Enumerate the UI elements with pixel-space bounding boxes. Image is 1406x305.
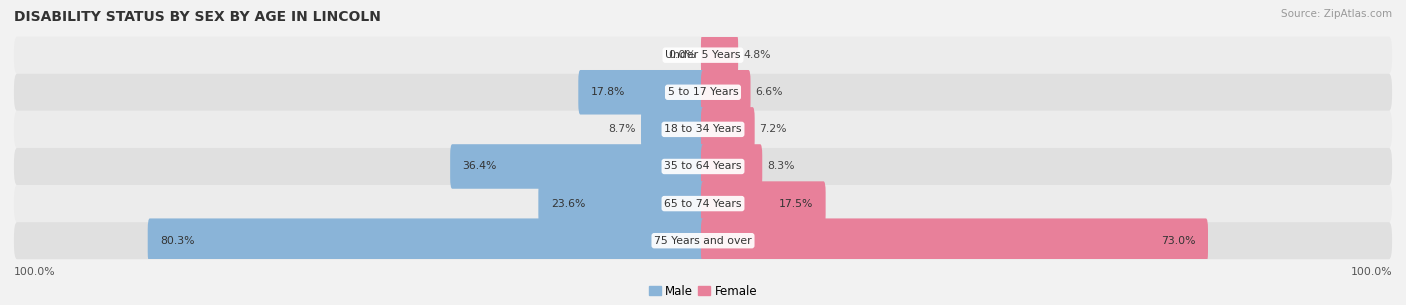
Text: 73.0%: 73.0% [1161,236,1195,246]
FancyBboxPatch shape [14,185,1392,222]
Text: 36.4%: 36.4% [463,161,496,171]
Text: 100.0%: 100.0% [14,267,56,278]
Text: Source: ZipAtlas.com: Source: ZipAtlas.com [1281,9,1392,19]
FancyBboxPatch shape [702,70,751,115]
Text: 7.2%: 7.2% [759,124,787,135]
FancyBboxPatch shape [702,181,825,226]
Text: 18 to 34 Years: 18 to 34 Years [664,124,742,135]
FancyBboxPatch shape [14,222,1392,259]
Text: 35 to 64 Years: 35 to 64 Years [664,161,742,171]
Text: Under 5 Years: Under 5 Years [665,50,741,60]
Text: 17.8%: 17.8% [591,87,626,97]
Text: 65 to 74 Years: 65 to 74 Years [664,199,742,209]
Text: 5 to 17 Years: 5 to 17 Years [668,87,738,97]
FancyBboxPatch shape [14,148,1392,185]
Text: DISABILITY STATUS BY SEX BY AGE IN LINCOLN: DISABILITY STATUS BY SEX BY AGE IN LINCO… [14,10,381,24]
FancyBboxPatch shape [14,111,1392,148]
FancyBboxPatch shape [702,144,762,189]
FancyBboxPatch shape [450,144,704,189]
Text: 8.3%: 8.3% [768,161,794,171]
Text: 8.7%: 8.7% [609,124,636,135]
FancyBboxPatch shape [14,37,1392,74]
Legend: Male, Female: Male, Female [644,280,762,302]
Text: 100.0%: 100.0% [1350,267,1392,278]
Text: 75 Years and over: 75 Years and over [654,236,752,246]
Text: 6.6%: 6.6% [755,87,783,97]
FancyBboxPatch shape [578,70,704,115]
Text: 0.0%: 0.0% [668,50,696,60]
FancyBboxPatch shape [14,74,1392,111]
FancyBboxPatch shape [148,218,704,263]
FancyBboxPatch shape [641,107,704,152]
Text: 80.3%: 80.3% [160,236,194,246]
FancyBboxPatch shape [702,107,755,152]
Text: 23.6%: 23.6% [551,199,585,209]
FancyBboxPatch shape [538,181,704,226]
FancyBboxPatch shape [702,33,738,77]
Text: 4.8%: 4.8% [742,50,770,60]
Text: 17.5%: 17.5% [779,199,813,209]
FancyBboxPatch shape [702,218,1208,263]
